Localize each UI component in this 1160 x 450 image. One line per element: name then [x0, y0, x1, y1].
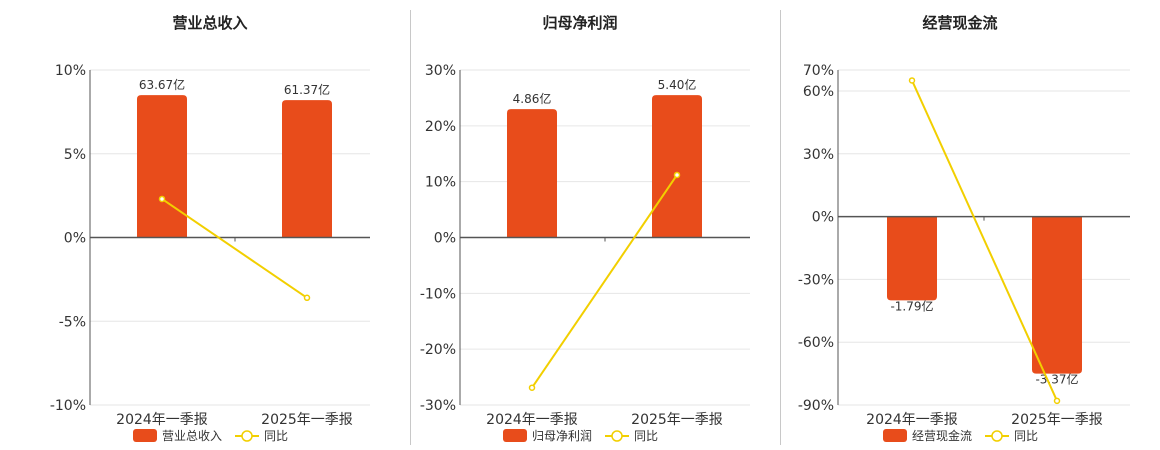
legend-bar-swatch: [883, 429, 907, 442]
legend-line-marker: [241, 430, 253, 442]
y-tick-label: -30%: [798, 272, 834, 288]
y-tick-label: -60%: [798, 335, 834, 351]
bar-data-label: 5.40亿: [658, 77, 697, 92]
panel-divider: [410, 10, 411, 445]
bar-data-label: 4.86亿: [513, 91, 552, 106]
x-tick-label: 2024年一季报: [866, 412, 958, 428]
y-tick-label: -10%: [420, 286, 456, 302]
bar-data-label: -1.79亿: [890, 298, 933, 313]
bar-data-label: -3.37亿: [1035, 372, 1078, 387]
revenue-chart: 营业总收入 10% 5% 0% -5% -10% 63.67亿 61.37亿 2024年一季报 2…: [50, 14, 370, 443]
yoy-point: [1053, 397, 1061, 405]
y-tick-label: 10%: [425, 175, 456, 191]
yoy-point: [908, 77, 916, 84]
bar: [1032, 216, 1082, 374]
net-profit-chart: 归母净利润 30% 20% 10% 0% -10% -20% -30% 4.86亿 5.40亿 20…: [420, 14, 750, 443]
chart-title: 归母净利润: [542, 14, 617, 32]
yoy-point: [158, 195, 166, 203]
bar-data-label: 61.37亿: [284, 82, 330, 97]
legend-bar-label: 经营现金流: [912, 428, 972, 443]
legend-bar-label: 营业总收入: [162, 429, 222, 443]
yoy-line: [161, 198, 308, 299]
x-tick-label: 2024年一季报: [116, 412, 208, 428]
y-tick-label: 10%: [55, 63, 86, 79]
y-tick-label: -5%: [59, 314, 86, 330]
legend-line-marker: [991, 430, 1003, 442]
x-tick-label: 2024年一季报: [486, 412, 578, 428]
y-tick-label: 0%: [64, 231, 86, 247]
x-tick-label: 2025年一季报: [631, 412, 723, 428]
x-tick-label: 2025年一季报: [1011, 412, 1103, 428]
y-tick-label: -30%: [420, 398, 456, 414]
bar: [507, 109, 557, 238]
x-tick-label: 2025年一季报: [261, 412, 353, 428]
y-tick-label: 0%: [812, 210, 834, 226]
legend-bar-swatch: [133, 429, 157, 442]
legend-line-label: 同比: [634, 429, 658, 443]
panel-divider: [780, 10, 781, 445]
y-tick-label: 30%: [425, 63, 456, 79]
legend-bar-swatch: [503, 429, 527, 442]
chart-panel-revenue: 营业总收入 10% 5% 0% -5% -10% 63.67亿 61.37亿 2024年一季报 2…: [0, 0, 370, 450]
y-tick-label: 70%: [803, 63, 834, 79]
chart-title: 经营现金流: [922, 14, 997, 32]
bar-data-label: 63.67亿: [139, 77, 185, 92]
yoy-point: [673, 171, 681, 179]
chart-panel-net-profit: 归母净利润 30% 20% 10% 0% -10% -20% -30% 4.86亿 5.40亿 20…: [370, 0, 750, 450]
legend-line-marker: [611, 430, 623, 442]
y-tick-label: 60%: [803, 84, 834, 100]
y-tick-label: 0%: [434, 231, 456, 247]
legend-line-label: 同比: [1014, 429, 1038, 443]
cash-flow-chart: 经营现金流 70% 60% 30% 0% -30% -60% -90% -1.79亿 -3.37亿…: [798, 14, 1130, 443]
y-tick-label: -90%: [798, 398, 834, 414]
y-tick-label: 20%: [425, 119, 456, 135]
legend-bar-label: 归母净利润: [532, 429, 592, 443]
y-tick-label: -10%: [50, 398, 86, 414]
chart-panel-cash-flow: 经营现金流 70% 60% 30% 0% -30% -60% -90% -1.79亿 -3.37亿…: [740, 0, 1130, 450]
yoy-line: [911, 80, 1058, 402]
bar: [282, 100, 332, 238]
yoy-point: [528, 384, 536, 391]
bar: [137, 95, 187, 238]
y-tick-label: -20%: [420, 342, 456, 358]
yoy-point: [303, 294, 311, 302]
legend-line-label: 同比: [264, 429, 288, 443]
bar: [652, 95, 702, 238]
bar: [887, 216, 937, 301]
yoy-line: [531, 174, 678, 389]
y-tick-label: 5%: [64, 147, 86, 163]
chart-title: 营业总收入: [172, 14, 247, 32]
y-tick-label: 30%: [803, 147, 834, 163]
